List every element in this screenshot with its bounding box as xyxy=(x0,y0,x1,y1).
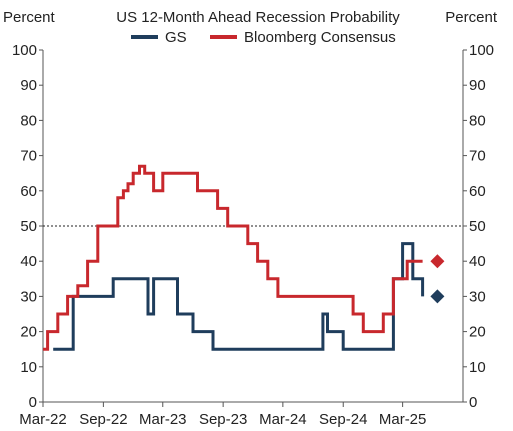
gs-latest-marker xyxy=(430,289,445,304)
y-tick-label-right: 100 xyxy=(469,42,494,59)
x-tick-label: Mar-24 xyxy=(259,411,307,428)
y-tick-label-right: 40 xyxy=(469,253,486,270)
y-tick-label-right: 80 xyxy=(469,112,486,129)
y-tick-label-right: 30 xyxy=(469,288,486,305)
y-tick-label-right: 60 xyxy=(469,183,486,200)
y-tick-label-left: 70 xyxy=(20,148,37,165)
legend: GS Bloomberg Consensus xyxy=(131,29,396,46)
y-tick-label-right: 70 xyxy=(469,148,486,165)
y-tick-label-left: 80 xyxy=(20,112,37,129)
y-tick-label-right: 0 xyxy=(469,394,477,411)
y-axis-right-label: Percent xyxy=(445,9,498,26)
legend-bloomberg-label: Bloomberg Consensus xyxy=(244,29,396,46)
x-tick-label: Sep-22 xyxy=(79,411,127,428)
y-tick-label-right: 50 xyxy=(469,218,486,235)
y-tick-label-right: 20 xyxy=(469,324,486,341)
bloomberg-latest-marker xyxy=(430,254,445,269)
y-tick-label-left: 60 xyxy=(20,183,37,200)
y-tick-label-left: 10 xyxy=(20,359,37,376)
x-tick-label: Sep-23 xyxy=(199,411,247,428)
x-tick-label: Mar-25 xyxy=(379,411,427,428)
plot-area: 0 0 10 10 20 20 30 30 40 40 50 50 60 60 70 70 80 80 90 90 10… xyxy=(12,42,494,428)
x-tick-label: Mar-22 xyxy=(19,411,67,428)
x-tick-label: Mar-23 xyxy=(139,411,187,428)
y-tick-label-left: 40 xyxy=(20,253,37,270)
y-tick-label-left: 20 xyxy=(20,324,37,341)
legend-gs-label: GS xyxy=(165,29,187,46)
y-axis-left-label: Percent xyxy=(3,9,56,26)
y-tick-label-left: 100 xyxy=(12,42,37,59)
x-tick-label: Sep-24 xyxy=(319,411,367,428)
y-tick-label-left: 0 xyxy=(29,394,37,411)
bloomberg-series-line xyxy=(43,164,423,351)
y-tick-label-left: 90 xyxy=(20,77,37,94)
y-tick-label-right: 90 xyxy=(469,77,486,94)
y-tick-label-left: 50 xyxy=(20,218,37,235)
y-tick-label-left: 30 xyxy=(20,288,37,305)
gs-series-line xyxy=(53,242,425,351)
y-tick-label-right: 10 xyxy=(469,359,486,376)
chart-title: US 12-Month Ahead Recession Probability xyxy=(116,9,400,26)
